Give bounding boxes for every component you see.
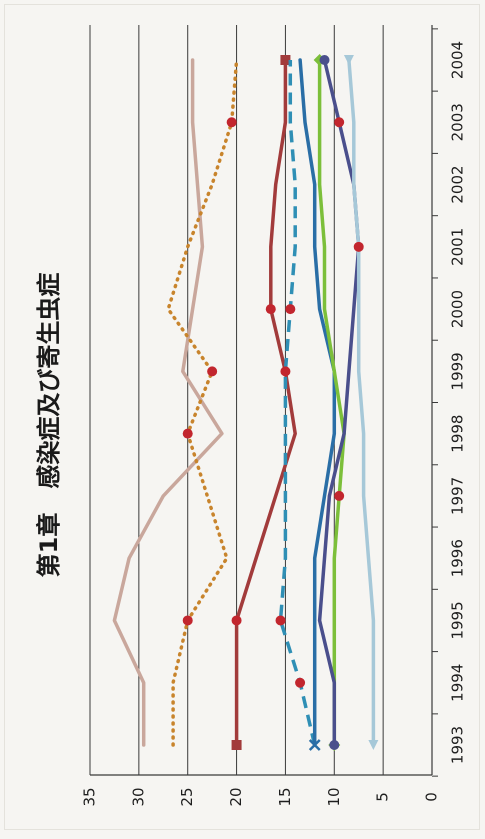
value-tick-label: 15 xyxy=(276,787,294,806)
value-tick-label: 20 xyxy=(227,787,245,806)
series-3 xyxy=(231,55,297,750)
data-point xyxy=(353,241,364,252)
series-line xyxy=(278,60,317,746)
category-tick-label: 1996 xyxy=(449,539,467,577)
chart-title: 第1章 感染症及び寄生虫症 xyxy=(35,273,63,578)
category-tick-label: 1999 xyxy=(449,352,467,390)
series-2 xyxy=(166,58,239,747)
value-tick-label: 30 xyxy=(129,787,147,806)
data-point xyxy=(368,740,379,750)
data-point xyxy=(207,366,218,377)
data-point xyxy=(319,55,330,65)
value-tick-label: 10 xyxy=(325,787,343,806)
category-tick-label: 1998 xyxy=(449,415,467,453)
data-point xyxy=(334,117,345,128)
data-point xyxy=(182,428,193,439)
data-point xyxy=(295,677,306,688)
data-point xyxy=(182,615,193,626)
series-7 xyxy=(317,55,361,750)
category-tick-label: 1997 xyxy=(449,477,467,515)
data-point xyxy=(226,117,237,128)
data-point xyxy=(334,490,345,501)
category-tick-label: 1994 xyxy=(449,664,467,702)
series-4 xyxy=(275,60,317,746)
value-tick-label: 35 xyxy=(81,787,99,806)
value-tick-label: 25 xyxy=(178,787,196,806)
series-line xyxy=(317,58,361,747)
series-line xyxy=(112,58,224,747)
series-5 xyxy=(298,58,337,751)
series-line xyxy=(317,58,346,747)
data-point xyxy=(275,615,286,626)
data-point xyxy=(285,304,296,315)
category-tick-label: 1993 xyxy=(449,726,467,764)
data-point xyxy=(265,304,276,315)
series-line xyxy=(166,58,239,747)
category-tick-label: 2004 xyxy=(449,41,467,79)
series-line xyxy=(298,58,337,747)
value-tick-label: 5 xyxy=(374,792,392,802)
category-tick-label: 1995 xyxy=(449,601,467,639)
data-point xyxy=(231,615,242,626)
scan-border xyxy=(4,4,480,830)
category-tick-label: 2001 xyxy=(449,228,467,266)
data-point xyxy=(329,740,340,750)
category-tick-label: 2003 xyxy=(449,103,467,141)
value-tick-label: 0 xyxy=(423,792,441,802)
series-line xyxy=(234,58,297,747)
series-8 xyxy=(343,55,379,750)
data-point xyxy=(343,55,354,65)
data-point xyxy=(280,366,291,377)
series-line xyxy=(347,58,376,747)
data-point xyxy=(280,55,291,65)
data-point xyxy=(231,740,242,750)
series-1 xyxy=(112,58,224,747)
category-tick-label: 2000 xyxy=(449,290,467,328)
category-tick-label: 2002 xyxy=(449,165,467,203)
data-point xyxy=(308,739,321,751)
